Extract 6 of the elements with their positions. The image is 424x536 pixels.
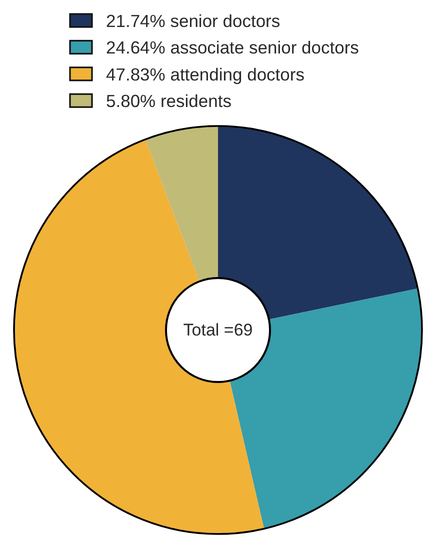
- legend-label: 5.80% residents: [106, 91, 232, 112]
- pie-slice: [14, 139, 264, 534]
- legend-label: 47.83% attending doctors: [106, 64, 305, 84]
- text: Total =69: [183, 320, 253, 340]
- legend-label: 21.74% senior doctors: [106, 11, 280, 31]
- legend-label: 24.64% associate senior doctors: [106, 38, 360, 58]
